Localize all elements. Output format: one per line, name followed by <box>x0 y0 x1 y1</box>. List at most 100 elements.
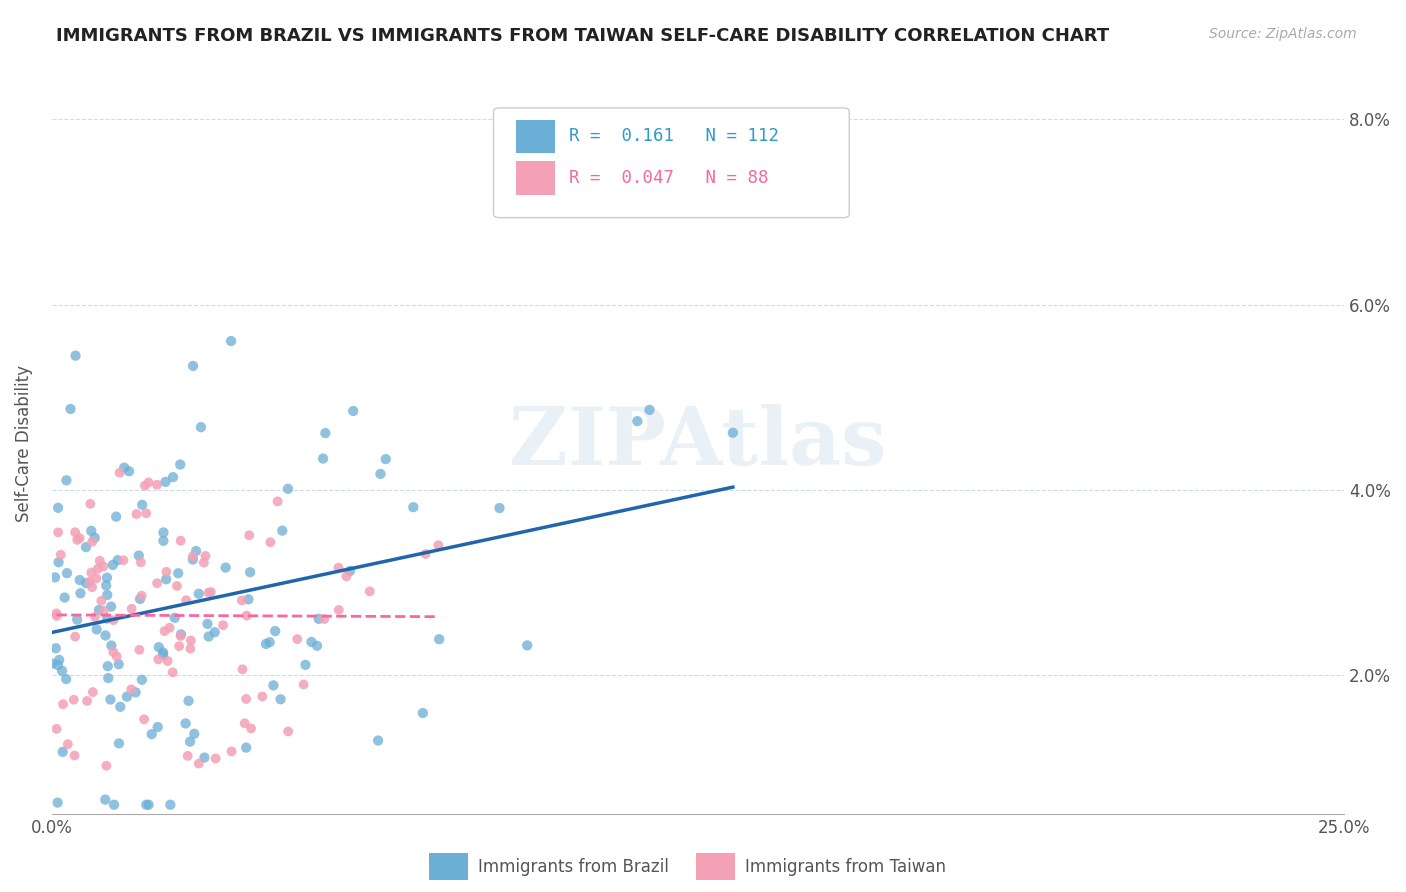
Point <box>55 672 77 686</box>
Point <box>335 569 357 583</box>
Point <box>89 554 111 568</box>
Point <box>105 649 128 664</box>
Point <box>63 748 86 763</box>
Point <box>235 692 257 706</box>
Point <box>197 585 219 599</box>
Point <box>183 727 205 741</box>
Point <box>359 584 381 599</box>
Point <box>235 608 257 623</box>
Point <box>101 558 124 572</box>
Point <box>314 612 336 626</box>
Point <box>132 712 155 726</box>
Point <box>187 587 209 601</box>
Point <box>55 474 77 488</box>
Point <box>46 500 69 515</box>
Point <box>184 544 207 558</box>
Text: R =  0.161   N = 112: R = 0.161 N = 112 <box>569 128 779 145</box>
Point <box>69 586 91 600</box>
Point <box>112 553 135 567</box>
Point <box>49 548 72 562</box>
Point <box>155 572 177 586</box>
Point <box>84 610 107 624</box>
Point <box>45 641 67 656</box>
Point <box>181 552 204 566</box>
Point <box>233 716 256 731</box>
Point <box>259 535 281 549</box>
Point <box>52 745 75 759</box>
Point <box>63 525 86 540</box>
Point <box>152 645 174 659</box>
Point <box>41 657 63 671</box>
Point <box>155 565 177 579</box>
Point <box>56 737 79 751</box>
Point <box>146 576 169 591</box>
Point <box>638 402 661 417</box>
Point <box>141 727 163 741</box>
Point <box>204 751 226 765</box>
Point <box>153 624 176 638</box>
Point <box>125 507 148 521</box>
Point <box>129 591 152 606</box>
Point <box>516 639 538 653</box>
Point <box>76 694 98 708</box>
Point <box>402 500 425 515</box>
Point <box>312 451 335 466</box>
Point <box>170 629 193 643</box>
Point <box>167 566 190 581</box>
Point <box>231 662 253 676</box>
Point <box>62 692 84 706</box>
Point <box>96 758 118 772</box>
Point <box>307 639 329 653</box>
Point <box>80 566 103 580</box>
Point <box>174 593 197 607</box>
Point <box>96 588 118 602</box>
Point <box>128 642 150 657</box>
Point <box>367 733 389 747</box>
Point <box>96 578 118 592</box>
Point <box>170 627 193 641</box>
Point <box>118 464 141 478</box>
Point <box>48 555 70 569</box>
Point <box>96 571 118 585</box>
Point <box>212 618 235 632</box>
Point <box>179 734 201 748</box>
Point <box>177 694 200 708</box>
Point <box>177 748 200 763</box>
Point <box>179 641 201 656</box>
Point <box>277 724 299 739</box>
Point <box>46 525 69 540</box>
Point <box>181 549 204 564</box>
Point <box>53 591 76 605</box>
Point <box>121 601 143 615</box>
Point <box>156 654 179 668</box>
Point <box>107 657 129 672</box>
Point <box>93 604 115 618</box>
Point <box>285 632 308 646</box>
Point <box>342 404 364 418</box>
Point <box>69 531 91 545</box>
Point <box>219 334 242 348</box>
Point <box>90 594 112 608</box>
Point <box>721 425 744 440</box>
Point <box>83 531 105 545</box>
Point <box>87 603 110 617</box>
Point <box>162 665 184 680</box>
Point <box>138 797 160 812</box>
Point <box>100 692 122 706</box>
Point <box>131 673 153 687</box>
Point <box>135 506 157 520</box>
Point <box>75 540 97 554</box>
Point <box>94 792 117 806</box>
Text: IMMIGRANTS FROM BRAZIL VS IMMIGRANTS FROM TAIWAN SELF-CARE DISABILITY CORRELATIO: IMMIGRANTS FROM BRAZIL VS IMMIGRANTS FRO… <box>56 27 1109 45</box>
Point <box>112 460 135 475</box>
Point <box>308 612 330 626</box>
Point <box>63 630 86 644</box>
Point <box>155 475 177 489</box>
Point <box>152 525 174 540</box>
Point <box>235 740 257 755</box>
Point <box>339 564 361 578</box>
Text: ZIPAtlas: ZIPAtlas <box>509 404 887 483</box>
Point <box>52 697 75 711</box>
Point <box>180 633 202 648</box>
Point <box>193 556 215 570</box>
